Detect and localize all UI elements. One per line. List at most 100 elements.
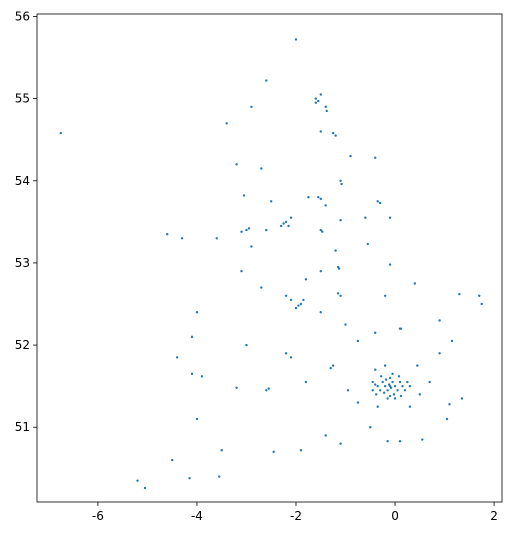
point [399, 327, 403, 330]
point [319, 93, 322, 96]
point [374, 331, 377, 334]
point [289, 298, 293, 302]
point [392, 393, 396, 396]
point [460, 397, 464, 400]
point [225, 122, 228, 125]
point [200, 375, 204, 378]
point [364, 216, 367, 219]
point [260, 167, 263, 170]
point [397, 375, 401, 378]
point [375, 393, 378, 396]
y-tick-label: 55 [15, 92, 30, 106]
point [195, 311, 199, 314]
point [324, 105, 327, 109]
point [371, 389, 374, 392]
point [398, 380, 402, 384]
point [284, 352, 288, 355]
point [366, 242, 369, 246]
point [391, 380, 394, 384]
point [267, 387, 270, 390]
point [220, 449, 223, 452]
plot-frame [36, 13, 503, 503]
point [388, 263, 392, 266]
point [450, 339, 454, 343]
point [294, 38, 298, 41]
point [166, 232, 169, 236]
point [388, 394, 392, 398]
point [324, 204, 327, 207]
point [396, 389, 399, 392]
point [279, 224, 283, 228]
point [170, 458, 174, 462]
point [289, 356, 293, 359]
point [324, 434, 327, 437]
point [302, 298, 305, 302]
point [403, 389, 407, 392]
point [136, 479, 139, 482]
point [319, 228, 322, 232]
point [356, 401, 360, 404]
point [448, 403, 451, 406]
point [379, 375, 383, 378]
point [190, 335, 194, 339]
point [235, 386, 238, 390]
point [329, 366, 332, 370]
x-tick-label: -6 [92, 509, 104, 523]
point [242, 194, 246, 197]
point [314, 101, 318, 104]
point [195, 417, 199, 421]
point [180, 237, 184, 240]
point [299, 302, 303, 306]
point [215, 237, 218, 240]
point [143, 486, 147, 490]
point [376, 200, 379, 203]
point [356, 339, 360, 343]
point [408, 384, 412, 388]
y-tick-label: 52 [15, 338, 30, 352]
point [289, 216, 293, 219]
point [369, 426, 372, 429]
point [319, 197, 322, 201]
point [59, 131, 62, 135]
point [374, 383, 377, 386]
point [438, 319, 441, 322]
point [386, 389, 389, 392]
point [382, 391, 386, 394]
point [428, 380, 431, 384]
point [346, 389, 350, 392]
point [334, 249, 337, 252]
point [304, 380, 308, 384]
point [398, 440, 402, 443]
point [260, 286, 263, 289]
point [314, 97, 318, 100]
point [376, 384, 379, 388]
point [480, 302, 483, 306]
point [218, 475, 221, 478]
point [418, 393, 421, 396]
x-tick-label: 2 [490, 509, 498, 523]
point [349, 154, 352, 158]
point [388, 216, 392, 219]
x-tick-label: -4 [191, 509, 203, 523]
point [282, 222, 285, 225]
point [272, 450, 275, 454]
point [393, 384, 397, 388]
y-tick-label: 51 [15, 420, 30, 434]
point [250, 105, 253, 109]
point [270, 200, 273, 203]
point [336, 292, 340, 295]
point [340, 182, 343, 186]
point [339, 179, 342, 182]
point [247, 227, 251, 230]
point [458, 292, 461, 296]
point [339, 219, 342, 222]
point [416, 364, 419, 367]
point [399, 394, 403, 398]
x-tick-label: -2 [290, 509, 302, 523]
point [334, 134, 337, 137]
point [408, 405, 412, 408]
point [240, 269, 243, 273]
point [245, 343, 248, 347]
point [378, 389, 382, 392]
